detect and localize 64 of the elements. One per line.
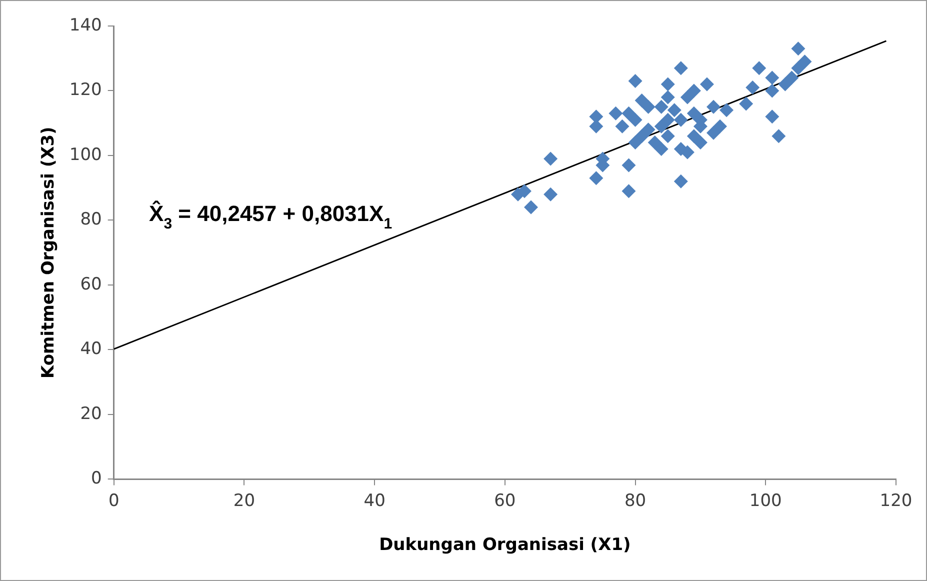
point: [765, 84, 780, 98]
point: [544, 187, 558, 202]
x-tick-label: 20: [233, 490, 256, 511]
x-tick-label: 60: [494, 490, 516, 511]
x-tick-label: 80: [624, 490, 646, 511]
point: [693, 136, 708, 150]
point: [784, 70, 799, 85]
point: [622, 184, 636, 198]
x-axis-title: Dukungan Organisasi (X1): [379, 535, 631, 556]
point: [628, 136, 642, 150]
y-tick-label: 80: [80, 210, 102, 230]
point: [674, 61, 688, 76]
point: [706, 126, 720, 140]
point: [622, 158, 636, 172]
point: [739, 96, 754, 111]
point: [589, 171, 604, 186]
point: [674, 174, 688, 188]
y-tick-label: 120: [69, 80, 102, 100]
x-tick-label: 0: [108, 490, 120, 511]
point: [660, 129, 675, 144]
y-tick-label: 140: [69, 15, 102, 36]
x-tick-label: 120: [880, 490, 912, 511]
y-tick-label: 60: [80, 274, 102, 294]
point: [680, 90, 694, 104]
point: [608, 106, 623, 120]
point: [622, 106, 636, 120]
x-tick-label: 100: [749, 490, 782, 511]
x-tick-label: 40: [364, 490, 386, 511]
point: [628, 112, 642, 127]
point: [634, 129, 649, 144]
point: [667, 103, 682, 118]
point: [686, 106, 701, 120]
point: [660, 77, 675, 92]
point: [544, 152, 558, 166]
point: [674, 112, 688, 127]
point: [778, 77, 792, 92]
y-tick-label: 100: [69, 144, 102, 165]
point: [706, 100, 720, 114]
y-axis-title: Komitmen Organisasi (X3): [38, 126, 59, 379]
point: [654, 119, 668, 134]
y-tick-label: 20: [80, 404, 102, 424]
point: [720, 103, 734, 118]
y-tick-label: 40: [80, 339, 102, 360]
point: [660, 90, 675, 104]
point: [765, 110, 780, 124]
point: [798, 54, 812, 69]
point: [765, 70, 780, 85]
y-tick-label: 0: [91, 468, 102, 489]
point: [641, 122, 656, 137]
point: [700, 77, 714, 92]
point: [791, 42, 806, 56]
point: [654, 100, 668, 114]
point: [628, 74, 642, 88]
point: [648, 136, 662, 150]
point: [686, 84, 701, 98]
point: [615, 119, 630, 134]
point: [772, 129, 786, 144]
point: [791, 61, 806, 76]
point: [654, 142, 668, 156]
point: [752, 61, 766, 76]
point: [641, 100, 656, 114]
point: [524, 200, 538, 214]
point: [746, 80, 760, 95]
point: [634, 93, 649, 108]
